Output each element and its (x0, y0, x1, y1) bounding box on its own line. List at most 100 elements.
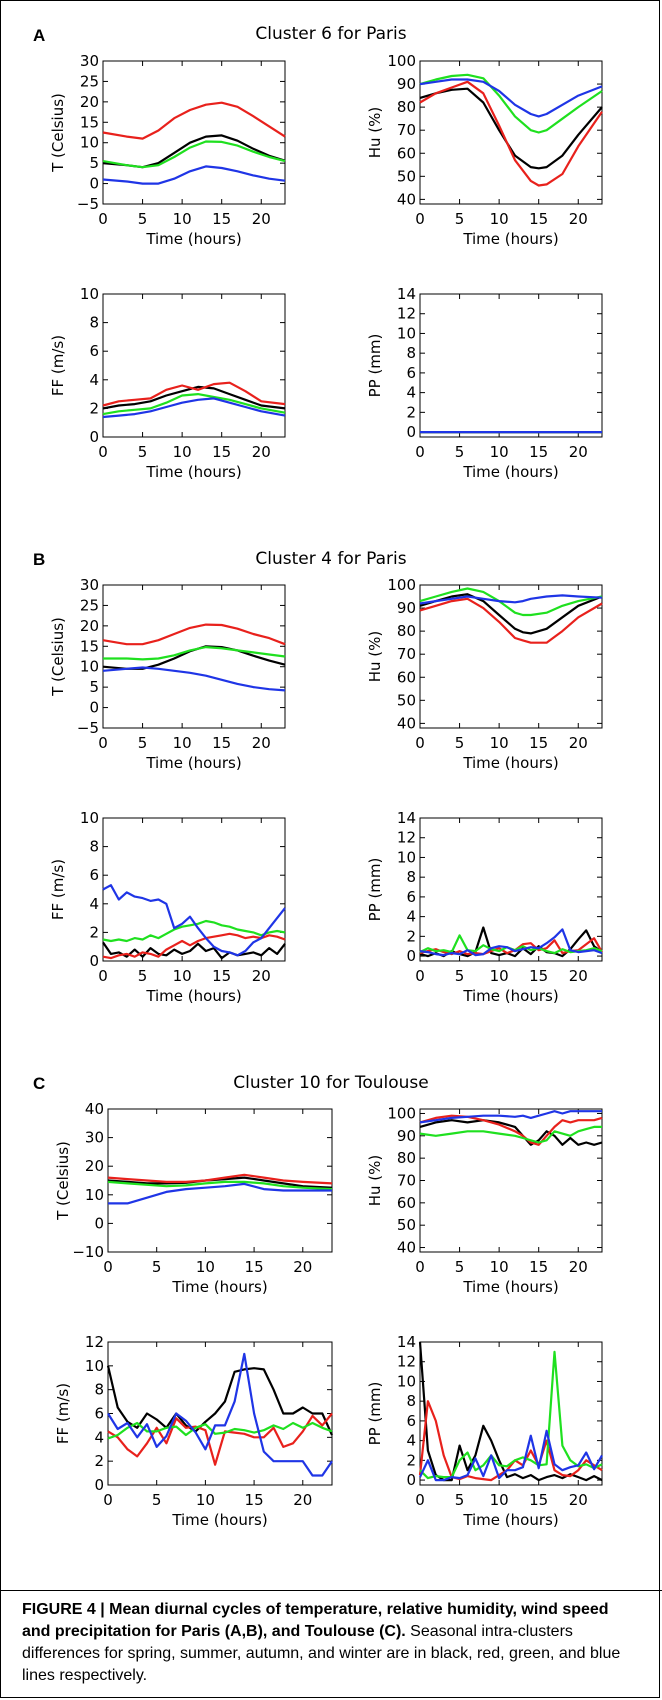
series-line-3 (103, 645, 286, 661)
x-tick-label: 10 (173, 967, 192, 985)
y-tick-label: 4 (406, 1432, 416, 1450)
series-line-2 (102, 101, 286, 140)
x-tick-label: 20 (252, 443, 271, 461)
y-tick-label: 12 (397, 305, 416, 323)
y-tick-label: 100 (387, 1104, 416, 1122)
panel-letter-c: C (33, 1074, 46, 1093)
x-tick-label: 0 (415, 967, 425, 985)
x-tick-label: 15 (245, 1258, 264, 1276)
x-tick-label: 15 (212, 443, 231, 461)
series-line-1 (102, 134, 286, 169)
y-tick-label: 8 (89, 838, 99, 856)
x-tick-label: 20 (293, 1258, 312, 1276)
x-tick-label: 10 (490, 967, 509, 985)
x-tick-label: 20 (252, 210, 271, 228)
x-tick-label: 10 (196, 1491, 215, 1509)
y-tick-label: 12 (85, 1333, 104, 1351)
series-line-3 (102, 919, 286, 943)
panel-title-a: Cluster 6 for Paris (255, 24, 407, 44)
y-tick-label: 20 (80, 617, 99, 635)
series-line-1 (102, 385, 286, 410)
y-tick-label: 12 (397, 829, 416, 847)
plot-frame (419, 293, 603, 438)
x-tick-label: 0 (103, 1491, 113, 1509)
x-axis-label: Time (hours) (462, 463, 558, 481)
y-axis-label: FF (m/s) (49, 859, 67, 920)
y-axis-label: T (Celsius) (49, 93, 67, 173)
y-tick-label: 60 (397, 144, 416, 162)
plot-frame (419, 1341, 603, 1486)
y-tick-label: 0 (406, 423, 416, 441)
y-tick-label: 15 (80, 113, 99, 131)
series-line-2 (419, 597, 603, 644)
y-tick-label: 0 (406, 1471, 416, 1489)
y-tick-label: 8 (89, 314, 99, 332)
x-tick-label: 15 (245, 1491, 264, 1509)
y-tick-label: 80 (397, 622, 416, 640)
x-tick-label: 5 (138, 734, 148, 752)
series-line-3 (419, 1350, 603, 1480)
y-tick-label: 10 (80, 809, 99, 827)
y-tick-label: 10 (80, 658, 99, 676)
panel-title-b: Cluster 4 for Paris (255, 549, 407, 569)
x-tick-label: 15 (529, 1258, 548, 1276)
series-line-4 (419, 594, 603, 605)
x-tick-label: 10 (490, 1491, 509, 1509)
y-tick-label: 70 (397, 121, 416, 139)
y-tick-label: 70 (397, 645, 416, 663)
series-line-4 (419, 1429, 603, 1482)
x-tick-label: 5 (455, 734, 465, 752)
x-tick-label: 20 (293, 1491, 312, 1509)
y-tick-label: 25 (80, 596, 99, 614)
y-tick-label: 10 (80, 134, 99, 152)
y-tick-label: 90 (397, 599, 416, 617)
x-axis-label: Time (hours) (462, 1511, 558, 1529)
x-tick-label: 0 (415, 1491, 425, 1509)
series-line-4 (419, 928, 603, 957)
x-tick-label: 0 (415, 1258, 425, 1276)
y-tick-label: 40 (85, 1100, 104, 1118)
y-tick-label: 2 (89, 399, 99, 417)
y-tick-label: 0 (94, 1476, 104, 1494)
y-tick-label: 15 (80, 637, 99, 655)
chart-a-2: 0 5 10 15 20 40 50 60 70 80 90 100 Time (hours) Hu (%… (366, 52, 603, 248)
y-tick-label: 0 (94, 1214, 104, 1232)
caption-bold: FIGURE 4 | Mean diurnal cycles of temper… (22, 1601, 609, 1640)
y-tick-label: 10 (85, 1357, 104, 1375)
plot-frame (419, 60, 603, 205)
x-axis-label: Time (hours) (462, 754, 558, 772)
y-tick-label: 12 (397, 1353, 416, 1371)
series-line-4 (102, 666, 286, 692)
x-tick-label: 15 (529, 967, 548, 985)
x-tick-label: 15 (212, 967, 231, 985)
x-tick-label: 5 (455, 967, 465, 985)
y-tick-label: 4 (89, 371, 99, 389)
y-tick-label: 30 (80, 576, 99, 594)
y-tick-label: 10 (397, 324, 416, 342)
y-tick-label: 20 (80, 93, 99, 111)
y-tick-label: 50 (397, 167, 416, 185)
y-tick-label: 90 (397, 75, 416, 93)
figure-caption: FIGURE 4 | Mean diurnal cycles of temper… (0, 1590, 662, 1700)
y-tick-label: 25 (80, 72, 99, 90)
series-line-2 (102, 623, 286, 646)
x-tick-label: 0 (98, 734, 108, 752)
chart-b-3: 0 5 10 15 20 0 2 4 6 8 10 Time (hours) FF (m/s) (49, 809, 286, 1005)
x-tick-label: 5 (152, 1491, 162, 1509)
x-tick-label: 10 (490, 210, 509, 228)
series-line-2 (102, 932, 286, 960)
series-line-4 (108, 1182, 332, 1205)
y-axis-label: PP (mm) (366, 858, 384, 922)
x-tick-label: 20 (569, 1491, 588, 1509)
x-axis-label: Time (hours) (145, 463, 241, 481)
series-line-4 (419, 78, 603, 118)
y-tick-label: 6 (94, 1405, 104, 1423)
x-tick-label: 0 (415, 734, 425, 752)
y-axis-label: T (Celsius) (49, 617, 67, 697)
series-line-1 (419, 87, 603, 170)
x-axis-label: Time (hours) (145, 754, 241, 772)
y-tick-label: 80 (397, 1149, 416, 1167)
